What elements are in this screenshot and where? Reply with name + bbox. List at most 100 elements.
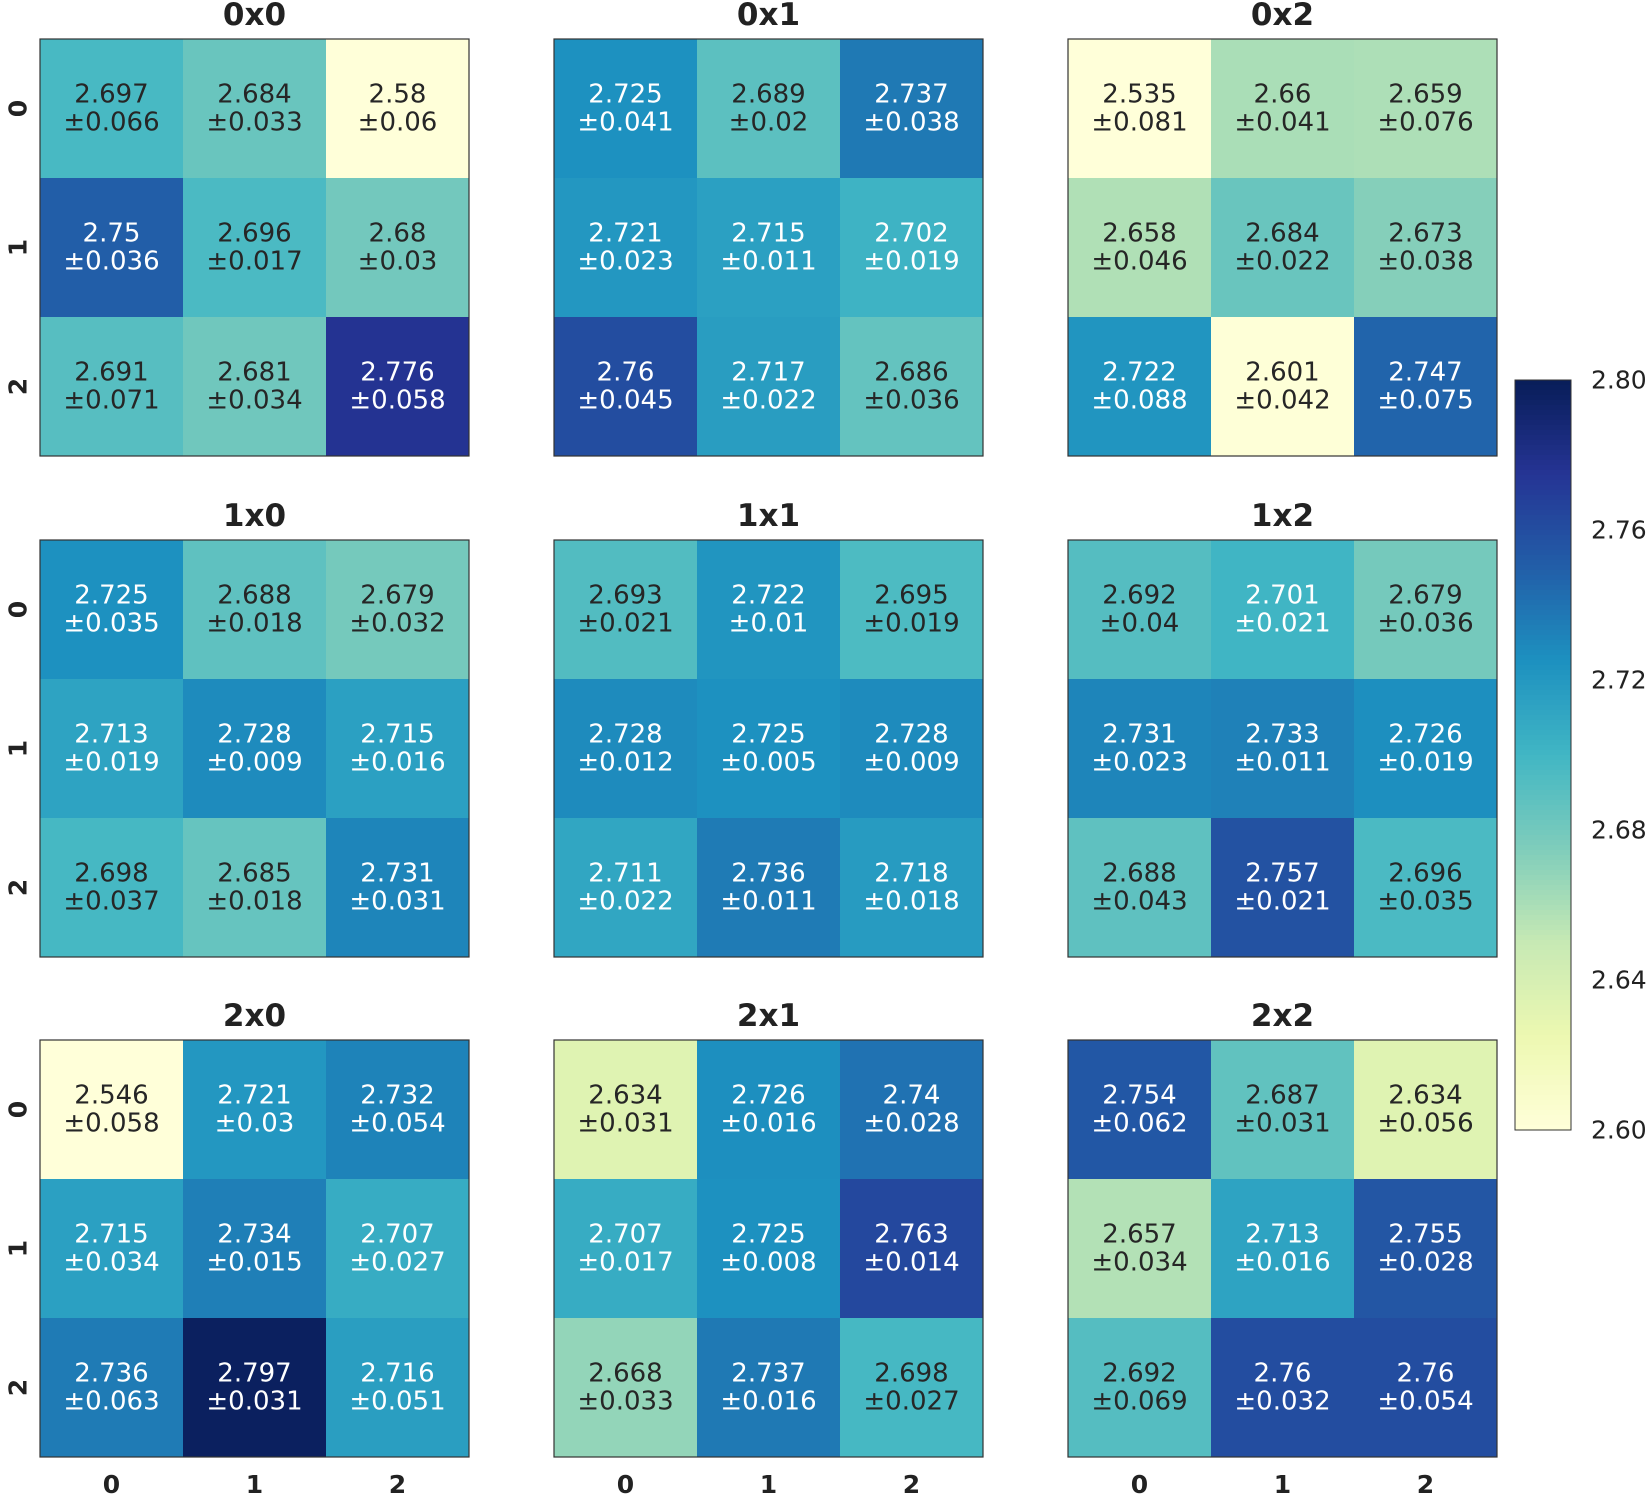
heatmap-cell — [554, 1179, 697, 1318]
colorbar-segment — [1515, 590, 1571, 596]
cell-error-label: ±0.088 — [1091, 386, 1187, 416]
colorbar-segment — [1515, 920, 1571, 926]
heatmap-cell — [554, 317, 697, 456]
cell-value-label: 2.701 — [1245, 581, 1319, 611]
colorbar-segment — [1515, 765, 1571, 771]
heatmap-cell — [1211, 818, 1354, 957]
cell-value-label: 2.722 — [731, 581, 805, 611]
colorbar-segment — [1515, 770, 1571, 776]
colorbar-segment — [1515, 700, 1571, 706]
colorbar-segment — [1515, 960, 1571, 966]
colorbar-segment — [1515, 740, 1571, 746]
cell-error-label: ±0.023 — [1091, 748, 1187, 778]
colorbar-segment — [1515, 625, 1571, 631]
cell-value-label: 2.68 — [369, 219, 427, 249]
col-tick-label: 2 — [903, 1470, 920, 1496]
heatmap-cell — [1354, 1040, 1497, 1179]
colorbar-segment — [1515, 660, 1571, 666]
colorbar-segment — [1515, 985, 1571, 991]
heatmap-cell — [1211, 1040, 1354, 1179]
cell-error-label: ±0.016 — [1234, 1248, 1330, 1278]
cell-error-label: ±0.033 — [206, 108, 302, 138]
row-tick-label: 0 — [4, 1101, 33, 1118]
colorbar-segment — [1515, 645, 1571, 651]
colorbar-segment — [1515, 655, 1571, 661]
heatmap-cell — [183, 1179, 326, 1318]
cell-value-label: 2.713 — [1245, 1220, 1319, 1250]
colorbar-segment — [1515, 445, 1571, 451]
cell-error-label: ±0.058 — [63, 1109, 159, 1139]
colorbar-segment — [1515, 505, 1571, 511]
cell-error-label: ±0.005 — [720, 748, 816, 778]
colorbar-segment — [1515, 1000, 1571, 1006]
heatmap-cell — [697, 39, 840, 178]
colorbar-segment — [1515, 915, 1571, 921]
row-tick-label: 2 — [4, 378, 33, 395]
cell-error-label: ±0.01 — [729, 609, 809, 639]
cell-value-label: 2.737 — [731, 1359, 805, 1389]
cell-value-label: 2.731 — [1102, 720, 1176, 750]
colorbar-segment — [1515, 1030, 1571, 1036]
cell-value-label: 2.601 — [1245, 358, 1319, 388]
col-tick-label: 1 — [1274, 1470, 1291, 1496]
heatmap-cell — [554, 679, 697, 818]
cell-value-label: 2.679 — [360, 581, 434, 611]
cell-error-label: ±0.034 — [63, 1248, 159, 1278]
heatmap-cell — [1068, 317, 1211, 456]
colorbar-segment — [1515, 565, 1571, 571]
colorbar-segment — [1515, 380, 1571, 386]
row-tick-label: 2 — [4, 879, 33, 896]
heatmap-cell — [554, 818, 697, 957]
cell-error-label: ±0.03 — [215, 1109, 295, 1139]
colorbar-segment — [1515, 610, 1571, 616]
colorbar-segment — [1515, 385, 1571, 391]
cell-error-label: ±0.036 — [1377, 609, 1473, 639]
colorbar-segment — [1515, 1050, 1571, 1056]
panel-border — [553, 38, 984, 457]
cell-error-label: ±0.027 — [863, 1387, 959, 1417]
panel-title: 2x2 — [1251, 998, 1314, 1034]
cell-error-label: ±0.011 — [1234, 748, 1330, 778]
colorbar-segment — [1515, 815, 1571, 821]
cell-error-label: ±0.014 — [863, 1248, 959, 1278]
colorbar-segment — [1515, 800, 1571, 806]
colorbar-segment — [1515, 1100, 1571, 1106]
col-tick-label: 1 — [760, 1470, 777, 1496]
colorbar-segment — [1515, 395, 1571, 401]
cell-error-label: ±0.022 — [720, 386, 816, 416]
heatmap-cell — [840, 317, 983, 456]
colorbar-segment — [1515, 550, 1571, 556]
colorbar-segment — [1515, 475, 1571, 481]
colorbar-segment — [1515, 495, 1571, 501]
cell-error-label: ±0.032 — [1234, 1387, 1330, 1417]
colorbar-segment — [1515, 575, 1571, 581]
heatmap-cell — [1211, 1318, 1354, 1457]
colorbar-segment — [1515, 595, 1571, 601]
heatmap-cell — [326, 1179, 469, 1318]
cell-error-label: ±0.036 — [63, 247, 159, 277]
cell-value-label: 2.698 — [74, 859, 148, 889]
colorbar-segment — [1515, 805, 1571, 811]
cell-error-label: ±0.018 — [863, 887, 959, 917]
heatmap-cell — [1068, 1040, 1211, 1179]
cell-error-label: ±0.018 — [206, 609, 302, 639]
colorbar-tick-label: 2.72 — [1591, 666, 1647, 695]
colorbar-segment — [1515, 605, 1571, 611]
cell-error-label: ±0.009 — [206, 748, 302, 778]
heatmap-cell — [1211, 679, 1354, 818]
heatmap-cell — [183, 1318, 326, 1457]
cell-value-label: 2.722 — [1102, 358, 1176, 388]
panel-title: 0x2 — [1251, 0, 1314, 33]
cell-error-label: ±0.04 — [1100, 609, 1180, 639]
colorbar-segment — [1515, 890, 1571, 896]
colorbar-segment — [1515, 435, 1571, 441]
cell-error-label: ±0.02 — [729, 108, 809, 138]
cell-error-label: ±0.019 — [863, 609, 959, 639]
colorbar-segment — [1515, 1020, 1571, 1026]
colorbar-segment — [1515, 535, 1571, 541]
cell-value-label: 2.688 — [1102, 859, 1176, 889]
heatmap-cell — [840, 540, 983, 679]
colorbar-segment — [1515, 1045, 1571, 1051]
heatmap-cell — [40, 178, 183, 317]
